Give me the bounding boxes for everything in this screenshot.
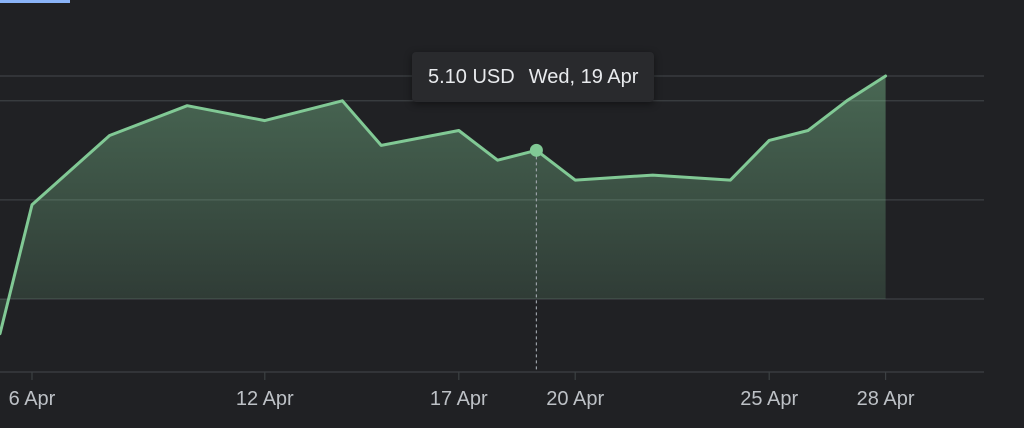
x-tick-label: 25 Apr [740, 388, 798, 410]
hover-point[interactable] [529, 143, 543, 157]
x-tick-label: 12 Apr [236, 388, 294, 410]
selected-range-indicator [0, 0, 70, 3]
tooltip-value: 5.10 USD [428, 65, 515, 88]
x-tick-label: 6 Apr [9, 388, 56, 410]
series-line [0, 74, 888, 336]
series-area [0, 76, 886, 334]
x-tick-label: 17 Apr [430, 388, 488, 410]
tooltip-date: Wed, 19 Apr [528, 65, 639, 88]
hover-tooltip: 5.10 USD Wed, 19 Apr [412, 52, 655, 102]
x-tick-label: 20 Apr [546, 388, 604, 410]
x-tick-label: 28 Apr [857, 388, 915, 410]
